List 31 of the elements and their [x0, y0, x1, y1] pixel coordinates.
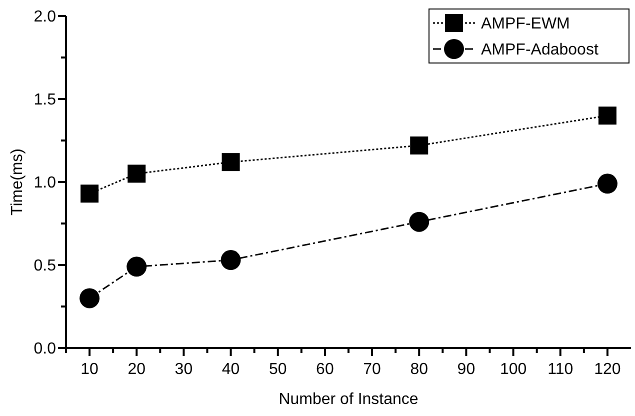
x-tick-label: 120 [594, 361, 621, 378]
x-tick-label: 80 [410, 361, 428, 378]
x-tick-label: 110 [548, 361, 574, 378]
x-tick-label: 60 [316, 361, 334, 378]
x-tick-label: 70 [363, 361, 382, 378]
point [222, 153, 240, 172]
x-tick-label: 30 [174, 361, 193, 378]
x-axis-title: Number of Instance [278, 391, 418, 408]
point [126, 256, 147, 277]
point [598, 106, 616, 125]
point [220, 250, 241, 270]
y-axis-title: Time(ms) [9, 148, 26, 216]
x-tick-label: 10 [80, 361, 99, 378]
y-tick-label: 1.0 [34, 174, 56, 192]
point [597, 174, 618, 194]
y-tick-label: 0.0 [34, 340, 56, 358]
point [128, 164, 146, 183]
x-tick-label: 50 [268, 361, 287, 378]
y-tick-label: 1.5 [34, 92, 56, 109]
x-tick-label: 90 [457, 361, 476, 378]
x-tick-label: 40 [222, 361, 240, 378]
point [80, 288, 100, 308]
point [410, 136, 428, 154]
x-tick-label: 100 [500, 361, 527, 378]
y-tick-label: 2.0 [34, 8, 56, 26]
y-tick-label: 0.5 [34, 258, 56, 275]
legend-label: AMPF-EWM [481, 16, 570, 33]
x-tick-label: 20 [128, 361, 146, 378]
point [80, 184, 99, 203]
point [409, 212, 430, 232]
legend-label: AMPF-Adaboost [481, 42, 599, 59]
